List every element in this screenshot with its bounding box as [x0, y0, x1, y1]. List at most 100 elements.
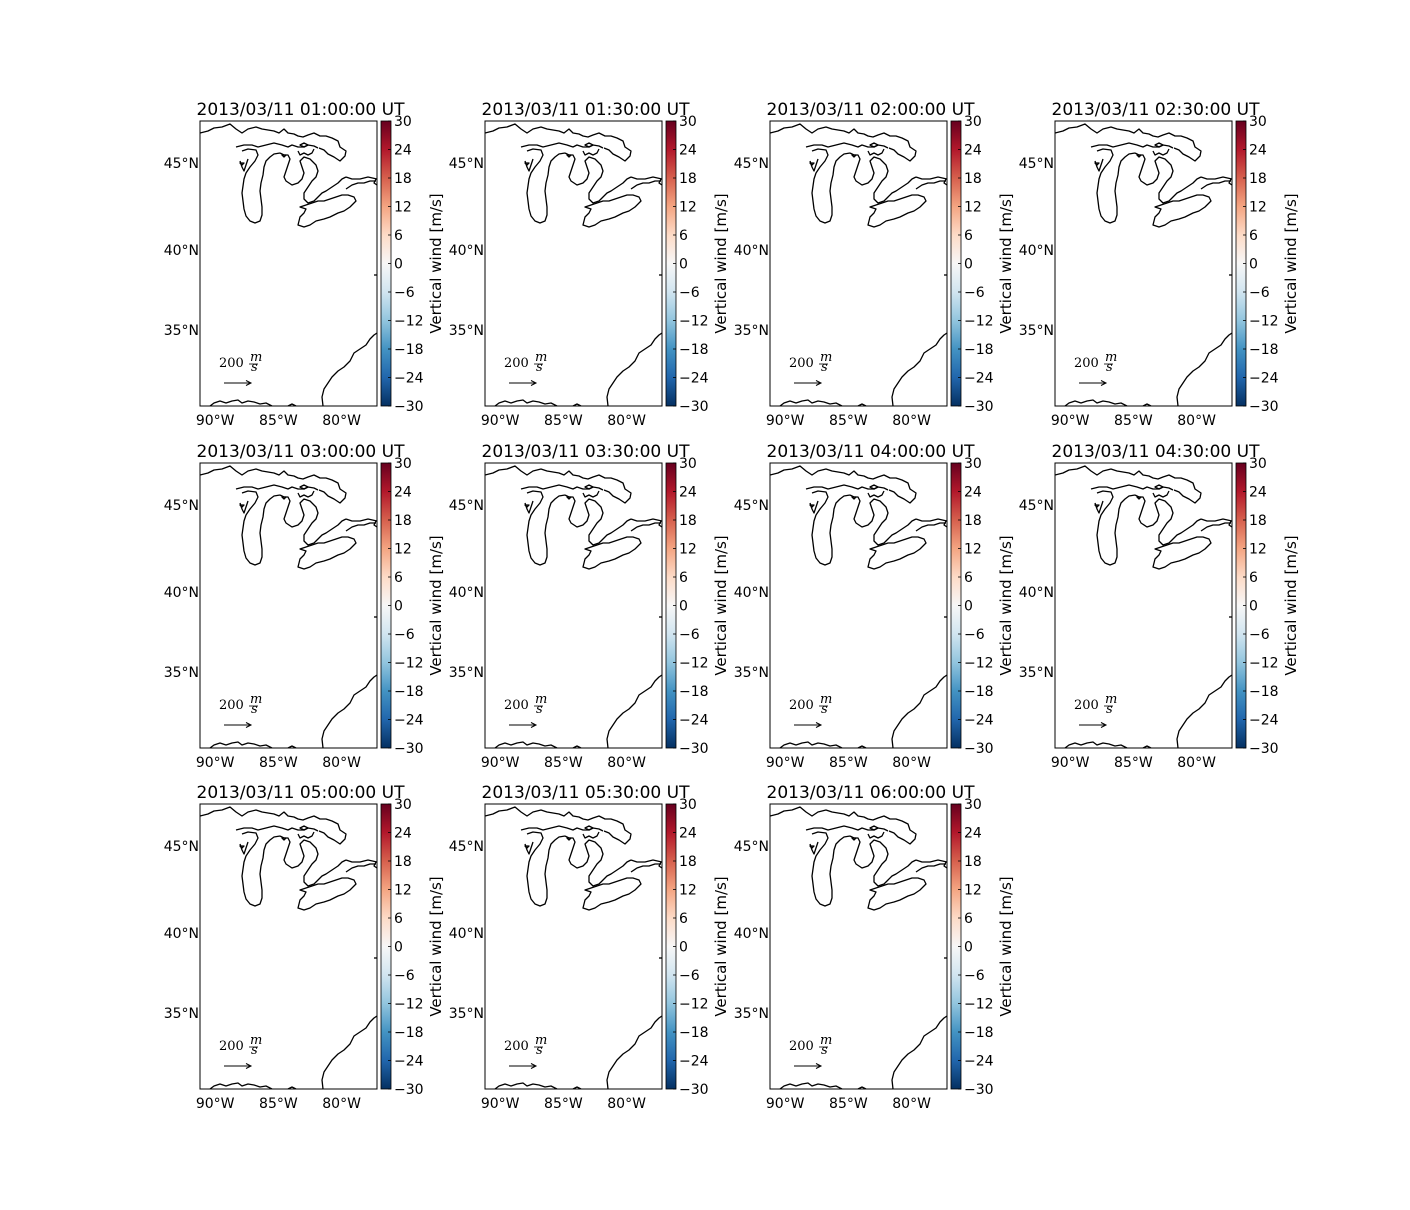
coastlines — [1055, 465, 1232, 748]
colorbar-tick-label: −24 — [394, 1054, 424, 1070]
coastline — [209, 399, 273, 406]
coastline — [564, 835, 632, 887]
quiver-key-unit-numerator: m — [535, 1033, 547, 1048]
coastline — [373, 520, 377, 528]
colorbar-tick-label: 24 — [1249, 143, 1267, 159]
colorbar-tick-label: −6 — [394, 968, 415, 984]
latitude-tick-label: 45°N — [734, 498, 769, 514]
quiver-key-unit-denominator: s — [821, 360, 828, 375]
quiver-key-arrow — [794, 380, 823, 386]
latitude-tick-label: 35°N — [449, 323, 484, 339]
coastlines — [200, 806, 377, 1089]
coastline — [485, 123, 632, 162]
coastline — [1154, 484, 1164, 490]
quiver-key: 200 ms — [219, 692, 262, 728]
colorbar-tick-label: −12 — [1249, 314, 1279, 330]
quiver-key-unit-numerator: m — [1105, 692, 1117, 707]
map-panel: 2013/03/11 04:30:00 UT 90°W 85°W 80°W 45°N 40… — [1019, 442, 1300, 771]
quiver-key: 200 ms — [504, 1033, 547, 1069]
longitude-tick-label: 85°W — [829, 755, 868, 771]
colorbar-tick-label: −6 — [964, 968, 985, 984]
coastline — [943, 861, 947, 869]
quiver-key: 200 ms — [219, 1033, 262, 1069]
colorbar-tick-label: −6 — [1249, 285, 1270, 301]
latitude-tick-label: 35°N — [449, 1006, 484, 1022]
coastline — [1096, 148, 1136, 224]
coastline — [770, 806, 917, 845]
coastline — [566, 496, 572, 500]
longitude-tick-label: 85°W — [544, 413, 583, 429]
colorbar-tick-label: −18 — [1249, 342, 1279, 358]
coastline — [943, 520, 947, 528]
coastline — [494, 741, 558, 748]
colorbar-tick-label: 24 — [679, 143, 697, 159]
latitude-tick-label: 45°N — [449, 498, 484, 514]
colorbar-label: Vertical wind [m/s] — [997, 535, 1015, 675]
coastline — [345, 176, 377, 190]
coastline — [1064, 399, 1128, 406]
longitude-tick-label: 90°W — [481, 1096, 520, 1112]
colorbar-tick-label: −30 — [964, 1082, 994, 1098]
map-frame — [769, 120, 948, 407]
quiver-key-arrow — [509, 722, 538, 728]
coastlines — [485, 123, 662, 406]
coastline — [606, 332, 662, 406]
coastline — [524, 162, 530, 166]
coastline — [867, 831, 885, 839]
coastline — [1096, 490, 1136, 566]
colorbar-tick-label: 0 — [679, 940, 688, 956]
coastline — [564, 152, 632, 204]
colorbar-tick-label: 18 — [679, 854, 697, 870]
latitude-tick-label: 35°N — [164, 323, 199, 339]
colorbar-tick-label: −12 — [964, 314, 994, 330]
longitude-tick-label: 80°W — [322, 413, 361, 429]
coastline — [526, 490, 566, 566]
colorbar-tick-label: −18 — [394, 684, 424, 700]
quiver-key-unit-denominator: s — [536, 702, 543, 717]
coastline — [658, 520, 662, 528]
colorbar-tick-label: 30 — [394, 456, 412, 472]
coastline — [1152, 148, 1170, 156]
coastline — [582, 536, 642, 570]
latitude-tick-label: 40°N — [164, 243, 199, 259]
panel-title: 2013/03/11 02:00:00 UT — [767, 100, 976, 120]
longitude-tick-label: 80°W — [607, 755, 646, 771]
quiver-key-unit-denominator: s — [251, 702, 258, 717]
latitude-tick-label: 40°N — [1019, 243, 1054, 259]
colorbar-tick-label: −30 — [679, 399, 709, 415]
coastline — [630, 518, 662, 532]
coastline — [867, 148, 885, 156]
latitude-tick-label: 45°N — [1019, 498, 1054, 514]
map-panel: 2013/03/11 05:00:00 UT 90°W 85°W 80°W 45°N 40… — [164, 783, 445, 1112]
colorbar-tick-label: 18 — [394, 171, 412, 187]
coastline — [572, 745, 582, 748]
latitude-tick-label: 40°N — [1019, 585, 1054, 601]
colorbar-tick-label: −24 — [964, 371, 994, 387]
latitude-tick-label: 35°N — [734, 665, 769, 681]
quiver-key-arrow — [794, 1063, 823, 1069]
coastline — [241, 831, 281, 907]
colorbar-tick-label: 30 — [394, 114, 412, 130]
colorbar-tick-label: 6 — [679, 570, 688, 586]
latitude-tick-label: 45°N — [449, 839, 484, 855]
coastline — [869, 484, 879, 490]
coastline — [494, 399, 558, 406]
map-frame — [769, 803, 948, 1090]
coastline — [869, 825, 879, 831]
colorbar-tick-label: 30 — [1249, 456, 1267, 472]
coastline — [297, 490, 315, 498]
panel-title: 2013/03/11 04:00:00 UT — [767, 442, 976, 462]
quiver-key-value: 200 — [219, 356, 244, 371]
coastline — [281, 837, 287, 841]
panel-title: 2013/03/11 01:00:00 UT — [197, 100, 406, 120]
colorbar-tick-label: 12 — [964, 883, 982, 899]
quiver-key: 200 ms — [219, 350, 262, 386]
colorbar-tick-label: 24 — [679, 485, 697, 501]
coastline — [299, 484, 309, 490]
colorbar-tick-label: 0 — [964, 940, 973, 956]
coastline — [373, 178, 377, 186]
coastline — [239, 504, 245, 508]
colorbar-tick-label: −24 — [1249, 713, 1279, 729]
quiver-key-arrow — [1079, 722, 1108, 728]
longitude-tick-label: 80°W — [322, 1096, 361, 1112]
